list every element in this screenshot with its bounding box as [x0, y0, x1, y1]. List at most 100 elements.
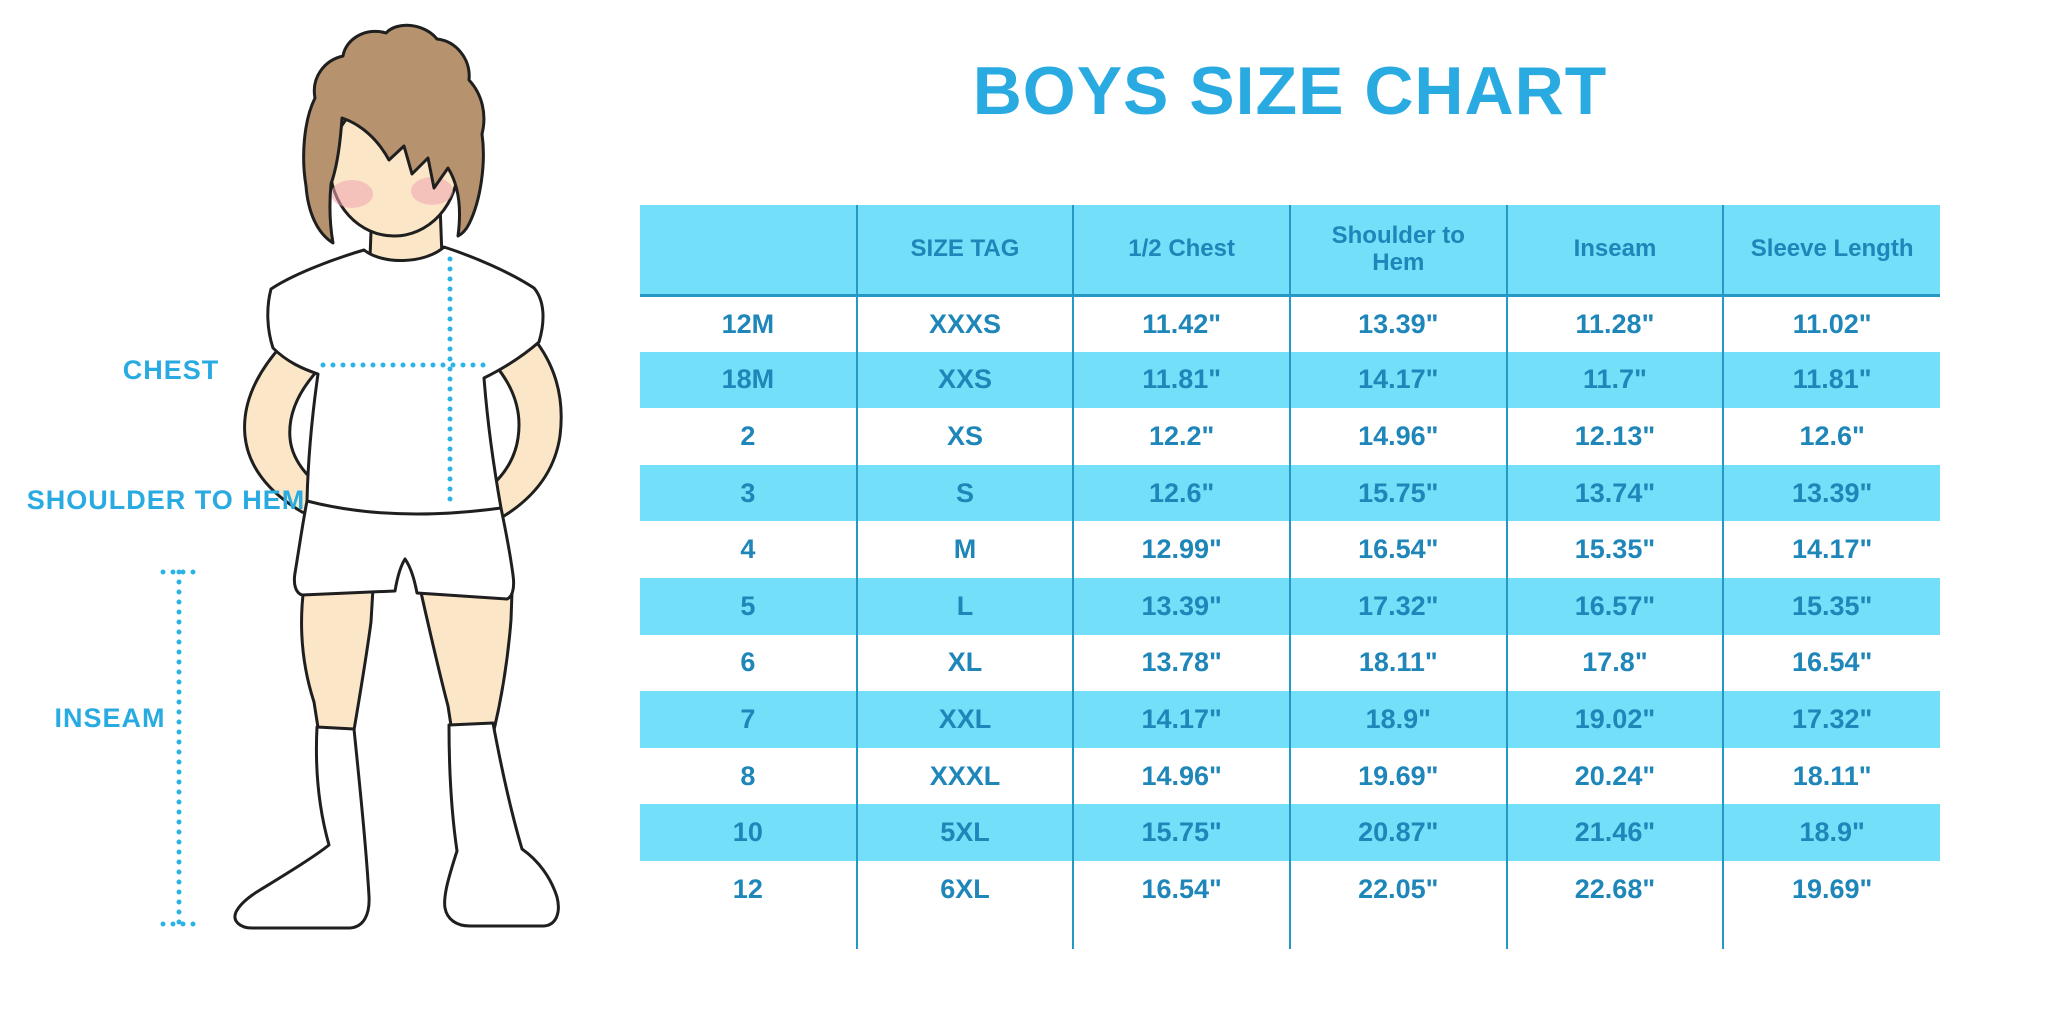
boy-sock-left — [233, 725, 371, 930]
table-row: 12M XXXS 11.42" 13.39" 11.28" 11.02" — [640, 295, 1940, 352]
size-table: SIZE TAG 1/2 Chest Shoulder to Hem Insea… — [640, 205, 1940, 949]
shoulder-to-hem-label: SHOULDER TO HEM — [27, 485, 306, 515]
table-row: 18M XXS 11.81" 14.17" 11.7" 11.81" — [640, 351, 1940, 409]
table-cell: 16.54" — [1288, 521, 1507, 578]
table-filler-cell — [1722, 917, 1940, 949]
table-cell: 18.9" — [1288, 691, 1507, 748]
figure-panel: CHEST SHOULDER TO HEM INSEAM — [0, 0, 640, 1024]
page-title: BOYS SIZE CHART — [972, 53, 1608, 129]
table-cell: 16.54" — [1072, 860, 1290, 918]
table-cell: XS — [855, 408, 1074, 465]
column-header-half-chest: 1/2 Chest — [1072, 205, 1290, 297]
table-row: 3 S 12.6" 15.75" 13.74" 13.39" — [640, 464, 1940, 522]
table-cell: 11.7" — [1505, 351, 1724, 409]
boy-leg-right — [418, 586, 514, 734]
table-row: 8 XXXL 14.96" 19.69" 20.24" 18.11" — [640, 747, 1940, 805]
table-cell: 13.39" — [1288, 295, 1507, 352]
table-row: 12 6XL 16.54" 22.05" 22.68" 19.69" — [640, 860, 1940, 918]
table-cell: 11.81" — [1072, 351, 1290, 409]
table-cell: 13.78" — [1072, 634, 1290, 692]
table-cell: 12.6" — [1722, 408, 1940, 465]
table-cell: 15.35" — [1722, 577, 1940, 635]
table-cell: 15.35" — [1505, 521, 1724, 578]
table-cell: 6 — [740, 647, 756, 678]
table-cell: 18.11" — [1288, 634, 1507, 692]
table-cell: 15.75" — [1288, 464, 1507, 522]
table-cell: 3 — [740, 477, 756, 508]
table-cell: 14.96" — [1288, 408, 1507, 465]
table-cell: 14.96" — [1072, 747, 1290, 805]
table-cell: 18M — [721, 364, 775, 395]
table-cell: 15.75" — [1072, 804, 1290, 861]
table-header-row: SIZE TAG 1/2 Chest Shoulder to Hem Insea… — [640, 205, 1940, 297]
table-cell: 17.32" — [1722, 691, 1940, 748]
boy-leg-left — [300, 584, 375, 738]
table-cell: XXXL — [855, 747, 1074, 805]
table-cell: 19.02" — [1505, 691, 1724, 748]
table-cell: 8 — [740, 760, 756, 791]
table-cell: 22.68" — [1505, 860, 1724, 918]
column-header-size-tag: SIZE TAG — [855, 205, 1074, 297]
table-cell: 12.99" — [1072, 521, 1290, 578]
table-cell: 21.46" — [1505, 804, 1724, 861]
boy-blush-right — [411, 177, 453, 205]
table-cell: 7 — [740, 703, 756, 734]
column-header-inseam: Inseam — [1505, 205, 1724, 297]
table-cell: XXXS — [855, 295, 1074, 352]
column-header-sleeve-length: Sleeve Length — [1722, 205, 1940, 297]
table-filler-cell — [1072, 917, 1290, 949]
table-row: 7 XXL 14.17" 18.9" 19.02" 17.32" — [640, 691, 1940, 748]
table-row: 5 L 13.39" 17.32" 16.57" 15.35" — [640, 577, 1940, 635]
table-cell: 18.9" — [1722, 804, 1940, 861]
boy-blush-left — [331, 180, 373, 208]
table-cell: 11.02" — [1722, 295, 1940, 352]
table-cell: 11.81" — [1722, 351, 1940, 409]
table-cell: 13.39" — [1072, 577, 1290, 635]
table-body: 12M XXXS 11.42" 13.39" 11.28" 11.02" 18M XXS 11.… — [640, 295, 1940, 949]
table-row: 4 M 12.99" 16.54" 15.35" 14.17" — [640, 521, 1940, 578]
table-cell: XXS — [855, 351, 1074, 409]
boy-illustration: CHEST SHOULDER TO HEM INSEAM — [27, 23, 563, 930]
table-row: 10 5XL 15.75" 20.87" 21.46" 18.9" — [640, 804, 1940, 861]
table-cell: S — [855, 464, 1074, 522]
table-cell: 12.13" — [1505, 408, 1724, 465]
table-cell: XXL — [855, 691, 1074, 748]
chest-label: CHEST — [123, 355, 220, 385]
table-filler-row — [640, 917, 1940, 949]
table-cell: 10 — [732, 817, 763, 848]
table-cell: 18.11" — [1722, 747, 1940, 805]
table-filler-cell — [1505, 917, 1724, 949]
table-cell: L — [855, 577, 1074, 635]
table-cell: 2 — [740, 420, 756, 451]
table-filler-cell — [1288, 917, 1507, 949]
table-cell: 4 — [740, 534, 756, 565]
table-cell: 16.54" — [1722, 634, 1940, 692]
boy-shorts — [292, 499, 516, 601]
table-cell: 19.69" — [1288, 747, 1507, 805]
boy-shirt — [266, 245, 545, 516]
table-cell: 14.17" — [1288, 351, 1507, 409]
boy-sock-right — [443, 721, 560, 928]
table-cell: 14.17" — [1072, 691, 1290, 748]
table-filler-cell — [855, 917, 1074, 949]
table-cell: 13.74" — [1505, 464, 1724, 522]
table-cell: 5 — [740, 590, 756, 621]
boy-hair — [302, 23, 486, 245]
table-cell: 12.2" — [1072, 408, 1290, 465]
table-cell: 11.42" — [1072, 295, 1290, 352]
inseam-label: INSEAM — [54, 703, 165, 733]
table-cell: 12M — [721, 308, 775, 339]
column-header-shoulder-to-hem: Shoulder to Hem — [1288, 205, 1507, 297]
table-cell: 12 — [732, 873, 763, 904]
table-cell: 22.05" — [1288, 860, 1507, 918]
table-cell: 5XL — [855, 804, 1074, 861]
table-cell: 20.87" — [1288, 804, 1507, 861]
table-cell: 13.39" — [1722, 464, 1940, 522]
table-cell: 6XL — [855, 860, 1074, 918]
table-cell: 19.69" — [1722, 860, 1940, 918]
table-cell: XL — [855, 634, 1074, 692]
table-cell: 11.28" — [1505, 295, 1724, 352]
table-cell: 14.17" — [1722, 521, 1940, 578]
table-cell: M — [855, 521, 1074, 578]
table-cell: 17.32" — [1288, 577, 1507, 635]
